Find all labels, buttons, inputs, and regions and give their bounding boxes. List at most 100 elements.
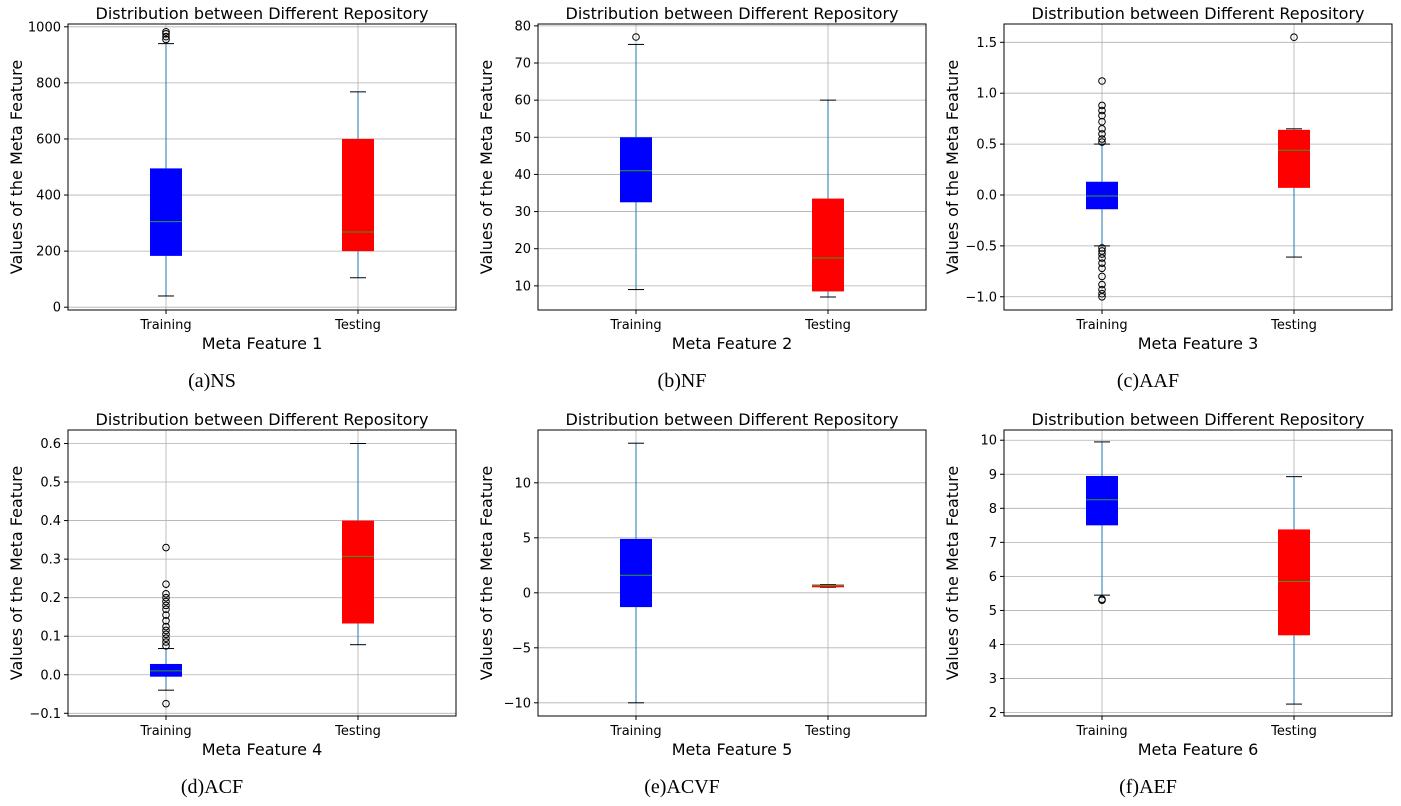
box-testing bbox=[1278, 33, 1310, 258]
outlier-point bbox=[1290, 33, 1298, 42]
x-tick-label: Training bbox=[139, 724, 191, 739]
outlier-point bbox=[162, 616, 170, 625]
y-tick-label: 10 bbox=[514, 476, 531, 491]
outlier-point bbox=[1098, 280, 1106, 289]
y-tick-label: 400 bbox=[36, 189, 61, 204]
y-tick-label: 0.1 bbox=[40, 630, 61, 645]
outlier-point bbox=[162, 32, 170, 41]
x-tick-label: Training bbox=[609, 318, 661, 333]
outlier-point bbox=[1098, 272, 1106, 281]
y-tick-label: 10 bbox=[514, 279, 531, 294]
outlier-point bbox=[162, 543, 170, 552]
box-training bbox=[150, 543, 182, 708]
outlier-point bbox=[1098, 292, 1106, 301]
chart-title: Distribution between Different Repositor… bbox=[1032, 410, 1365, 429]
outlier-point bbox=[162, 638, 170, 646]
box-body bbox=[1086, 181, 1118, 210]
subfigure-caption: (e)ACVF bbox=[644, 776, 720, 798]
y-tick-label: 0 bbox=[53, 301, 61, 316]
panel-4: −0.1 0.0 0.1 0.2 0.3 0.4 0.5 0.6 Training Testing… bbox=[7, 410, 457, 798]
outlier-point bbox=[1098, 254, 1106, 262]
x-axis-label: Meta Feature 1 bbox=[202, 334, 323, 353]
outlier-point bbox=[1098, 138, 1106, 146]
outlier-point bbox=[1098, 106, 1106, 115]
y-tick-label: 200 bbox=[36, 245, 61, 260]
y-tick-label: 0.6 bbox=[40, 437, 61, 452]
y-axis-label: Values of the Meta Feature bbox=[477, 60, 496, 274]
x-tick-label: Testing bbox=[334, 318, 381, 333]
y-tick-label: 0.4 bbox=[40, 514, 61, 529]
box-body bbox=[1278, 129, 1310, 188]
y-tick-label: 70 bbox=[514, 57, 531, 72]
box-body bbox=[620, 137, 652, 203]
box-body bbox=[1278, 529, 1310, 636]
subfigure-caption: (c)AAF bbox=[1117, 370, 1179, 392]
box-training bbox=[620, 442, 652, 704]
outlier-point bbox=[1098, 595, 1106, 604]
x-tick-label: Training bbox=[1075, 318, 1127, 333]
y-tick-label: 0 bbox=[523, 586, 531, 601]
x-axis-label: Meta Feature 3 bbox=[1138, 334, 1259, 353]
y-tick-label: 800 bbox=[36, 76, 61, 91]
outlier-point bbox=[162, 601, 170, 610]
box-training bbox=[150, 28, 182, 297]
axes-frame bbox=[1003, 23, 1393, 311]
outlier-point bbox=[162, 35, 170, 44]
axes-frame bbox=[67, 429, 457, 717]
box-testing bbox=[812, 99, 844, 298]
outlier-point bbox=[1098, 77, 1106, 85]
box-testing bbox=[812, 584, 844, 588]
y-tick-label: 0.2 bbox=[40, 591, 61, 606]
outlier-point bbox=[1098, 259, 1106, 267]
box-body bbox=[620, 538, 652, 608]
outlier-point bbox=[1098, 289, 1106, 298]
y-tick-label: 1.5 bbox=[976, 36, 997, 51]
outlier-point bbox=[162, 622, 170, 631]
axes-frame bbox=[537, 429, 927, 717]
outlier-point bbox=[162, 28, 170, 36]
box-body bbox=[342, 138, 374, 252]
outlier-point bbox=[1098, 285, 1106, 294]
outlier-point bbox=[162, 642, 170, 650]
box-body bbox=[812, 198, 844, 292]
y-tick-label: −0.1 bbox=[29, 707, 61, 722]
chart-title: Distribution between Different Repositor… bbox=[566, 410, 899, 429]
outlier-point bbox=[162, 634, 170, 642]
y-axis-label: Values of the Meta Feature bbox=[7, 466, 26, 680]
box-training bbox=[1086, 77, 1118, 301]
x-axis-label: Meta Feature 6 bbox=[1138, 740, 1259, 759]
x-tick-label: Testing bbox=[1270, 724, 1317, 739]
box-testing bbox=[1278, 476, 1310, 705]
outlier-point bbox=[162, 580, 170, 588]
y-tick-label: 10 bbox=[980, 434, 997, 449]
y-tick-label: 0.5 bbox=[40, 476, 61, 491]
y-tick-label: 0.3 bbox=[40, 553, 61, 568]
panel-2: 10 20 30 40 50 60 70 80 Training Testing Distribut… bbox=[477, 4, 927, 392]
y-tick-label: −0.5 bbox=[965, 239, 997, 254]
outlier-point bbox=[1098, 101, 1106, 110]
y-tick-label: −1.0 bbox=[965, 290, 997, 305]
x-axis-label: Meta Feature 2 bbox=[672, 334, 793, 353]
x-tick-label: Training bbox=[609, 724, 661, 739]
outlier-point bbox=[162, 30, 170, 38]
chart-title: Distribution between Different Repositor… bbox=[566, 4, 899, 23]
outlier-point bbox=[1098, 125, 1106, 133]
outlier-point bbox=[632, 33, 640, 41]
y-tick-label: 1.0 bbox=[976, 87, 997, 102]
y-tick-label: 0.5 bbox=[976, 138, 997, 153]
y-tick-label: 8 bbox=[989, 502, 997, 517]
chart-title: Distribution between Different Repositor… bbox=[96, 410, 429, 429]
box-training bbox=[620, 33, 652, 291]
y-tick-label: 9 bbox=[989, 468, 997, 483]
outlier-point bbox=[1098, 247, 1106, 255]
x-tick-label: Testing bbox=[804, 318, 851, 333]
outlier-point bbox=[1098, 250, 1106, 258]
outlier-point bbox=[1098, 264, 1106, 273]
outlier-point bbox=[162, 605, 170, 614]
outlier-point bbox=[1098, 111, 1106, 120]
y-tick-label: 1000 bbox=[28, 20, 61, 35]
y-axis-label: Values of the Meta Feature bbox=[943, 60, 962, 274]
y-tick-label: 60 bbox=[514, 94, 531, 109]
y-tick-label: 0.0 bbox=[40, 668, 61, 683]
x-tick-label: Testing bbox=[1270, 318, 1317, 333]
